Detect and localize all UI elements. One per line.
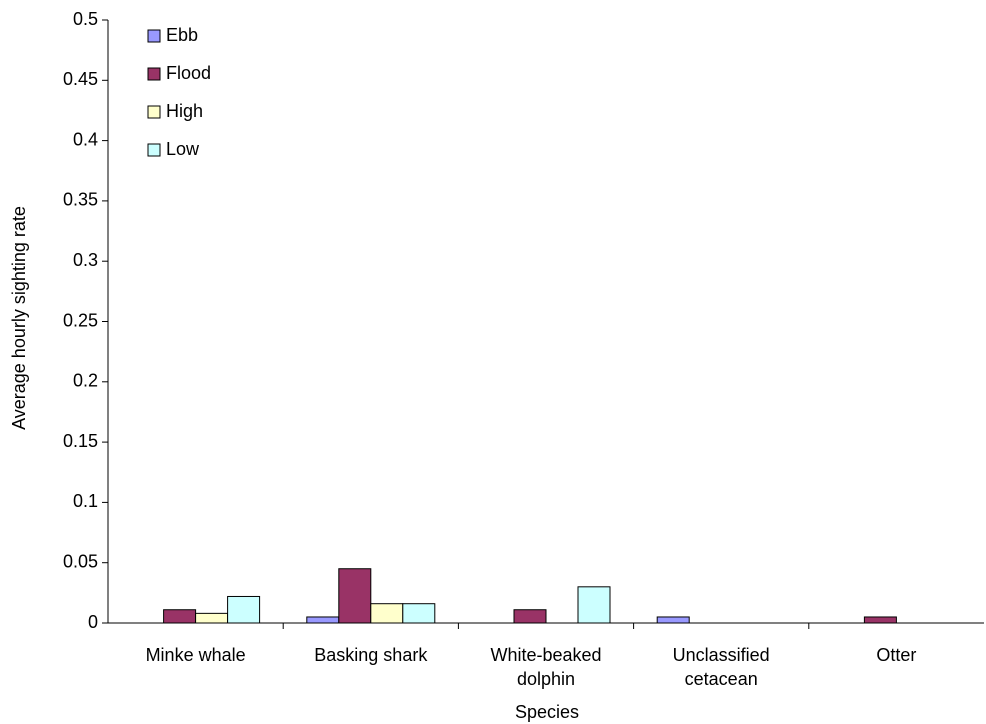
bar	[513, 609, 547, 624]
y-tick-label: 0.25	[63, 310, 98, 330]
legend-swatch	[147, 143, 161, 157]
y-tick-label: 0.4	[73, 129, 98, 149]
bar	[227, 595, 261, 624]
x-tick-label: Minke whale	[145, 645, 246, 665]
bar	[195, 612, 229, 624]
bar	[577, 586, 611, 624]
legend-label: Flood	[166, 63, 211, 83]
bar	[863, 616, 897, 624]
y-tick-label: 0.3	[73, 250, 98, 270]
x-tick-label: Basking shark	[314, 645, 428, 665]
y-tick-label: 0.45	[63, 69, 98, 89]
y-tick-label: 0.15	[63, 431, 98, 451]
legend-swatch	[147, 105, 161, 119]
x-axis-title: Species	[514, 702, 580, 722]
bar	[163, 609, 197, 624]
legend-label: High	[166, 101, 203, 121]
y-tick-label: 0.05	[63, 551, 98, 571]
y-tick-label: 0	[88, 612, 98, 632]
legend-label: Low	[166, 139, 200, 159]
y-tick-label: 0.35	[63, 190, 98, 210]
bar	[370, 603, 404, 624]
y-tick-label: 0.2	[73, 371, 98, 391]
x-tick-label: Otter	[876, 645, 917, 665]
x-tick-label: Unclassified cetacean	[672, 645, 770, 689]
bar	[338, 568, 372, 624]
legend-swatch	[147, 29, 161, 43]
legend-label: Ebb	[166, 25, 198, 45]
x-tick-label: White-beaked dolphin	[490, 645, 602, 689]
bar	[656, 616, 690, 624]
legend-swatch	[147, 67, 161, 81]
bar	[402, 603, 436, 624]
y-tick-label: 0.5	[73, 9, 98, 29]
y-tick-label: 0.1	[73, 491, 98, 511]
y-axis-title: Average hourly sighting rate	[9, 206, 29, 430]
bar	[306, 616, 340, 624]
